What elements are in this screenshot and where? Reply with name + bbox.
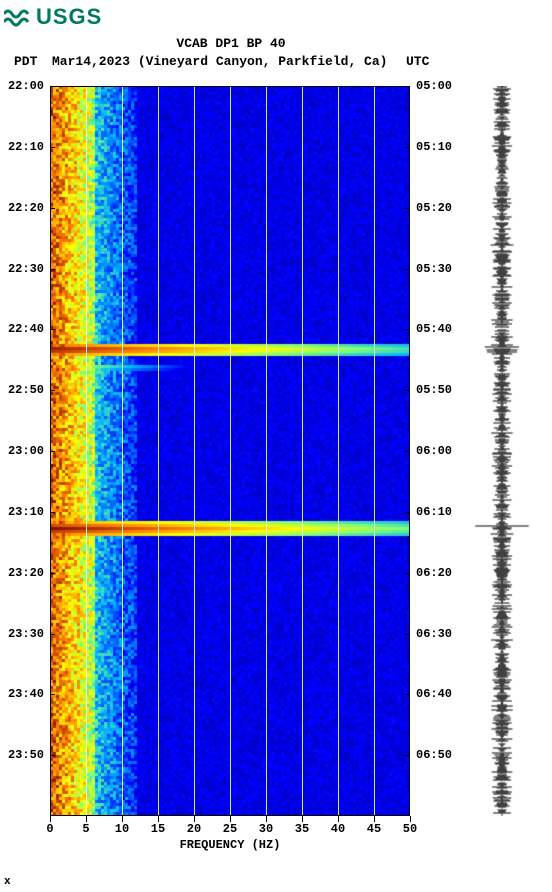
wave-icon <box>4 6 32 28</box>
chart-title: VCAB DP1 BP 40 <box>0 36 462 51</box>
logo-text: USGS <box>36 4 102 30</box>
y-left-tick-label: 22:20 <box>8 201 44 215</box>
spectrogram-plot: 22:0022:1022:2022:3022:4022:5023:0023:10… <box>50 86 410 816</box>
y-left-tick-mark <box>405 147 410 148</box>
y-left-tick-mark <box>405 390 410 391</box>
x-tick-label: 15 <box>151 822 165 836</box>
y-left-tick-label: 22:10 <box>8 140 44 154</box>
y-right-tick-mark <box>50 634 55 635</box>
y-left-tick-label: 22:40 <box>8 322 44 336</box>
y-left-tick-mark <box>405 86 410 87</box>
y-right-tick-mark <box>50 573 55 574</box>
y-right-tick-label: 06:50 <box>416 748 452 762</box>
x-tick-label: 30 <box>259 822 273 836</box>
y-left-tick-label: 23:30 <box>8 627 44 641</box>
footnote: x <box>4 876 11 888</box>
y-left-tick-mark <box>405 573 410 574</box>
y-right-tick-mark <box>50 147 55 148</box>
y-right-tick-mark <box>50 329 55 330</box>
y-right-tick-mark <box>50 208 55 209</box>
y-right-tick-label: 05:00 <box>416 79 452 93</box>
tz-left-label: PDT <box>14 54 37 69</box>
y-right-tick-label: 05:30 <box>416 262 452 276</box>
subtitle-text: Mar14,2023 (Vineyard Canyon, Parkfield, … <box>52 54 387 69</box>
y-right-tick-label: 05:50 <box>416 383 452 397</box>
spectrogram-canvas-wrap <box>50 86 410 816</box>
y-right-tick-mark <box>50 451 55 452</box>
y-right-tick-label: 05:10 <box>416 140 452 154</box>
y-right-tick-mark <box>50 512 55 513</box>
y-left-tick-label: 22:00 <box>8 79 44 93</box>
y-left-tick-mark <box>405 755 410 756</box>
waveform-canvas <box>466 86 538 816</box>
y-left-tick-mark <box>405 694 410 695</box>
y-left-tick-mark <box>405 208 410 209</box>
y-right-tick-mark <box>50 694 55 695</box>
x-tick-label: 45 <box>367 822 381 836</box>
y-left-tick-label: 23:40 <box>8 687 44 701</box>
x-tick-label: 35 <box>295 822 309 836</box>
x-tick-label: 25 <box>223 822 237 836</box>
y-left-tick-mark <box>405 634 410 635</box>
y-left-tick-label: 22:50 <box>8 383 44 397</box>
x-tick-label: 40 <box>331 822 345 836</box>
y-left-tick-label: 23:20 <box>8 566 44 580</box>
y-left-tick-mark <box>405 269 410 270</box>
y-right-tick-mark <box>50 269 55 270</box>
tz-right-label: UTC <box>406 54 429 69</box>
x-ticks: 05101520253035404550 <box>50 822 410 836</box>
y-right-tick-label: 05:40 <box>416 322 452 336</box>
x-tick-label: 0 <box>46 822 53 836</box>
usgs-logo: USGS <box>4 4 102 30</box>
y-left-tick-label: 22:30 <box>8 262 44 276</box>
y-left-tick-mark <box>405 451 410 452</box>
y-right-tick-label: 06:30 <box>416 627 452 641</box>
y-left-tick-mark <box>405 512 410 513</box>
y-right-tick-label: 06:40 <box>416 687 452 701</box>
y-right-tick-mark <box>50 390 55 391</box>
waveform-panel <box>466 86 538 816</box>
x-tick-label: 50 <box>403 822 417 836</box>
spectrogram-canvas <box>50 86 410 816</box>
y-right-tick-mark <box>50 755 55 756</box>
y-right-tick-label: 06:20 <box>416 566 452 580</box>
x-tick-label: 5 <box>82 822 89 836</box>
y-left-tick-label: 23:00 <box>8 444 44 458</box>
y-right-tick-label: 06:00 <box>416 444 452 458</box>
y-left-tick-mark <box>405 329 410 330</box>
y-left-tick-label: 23:50 <box>8 748 44 762</box>
x-axis-label: FREQUENCY (HZ) <box>50 838 410 852</box>
y-right-tick-label: 05:20 <box>416 201 452 215</box>
y-right-tick-label: 06:10 <box>416 505 452 519</box>
x-tick-label: 10 <box>115 822 129 836</box>
x-tick-label: 20 <box>187 822 201 836</box>
y-right-tick-mark <box>50 86 55 87</box>
y-left-tick-label: 23:10 <box>8 505 44 519</box>
